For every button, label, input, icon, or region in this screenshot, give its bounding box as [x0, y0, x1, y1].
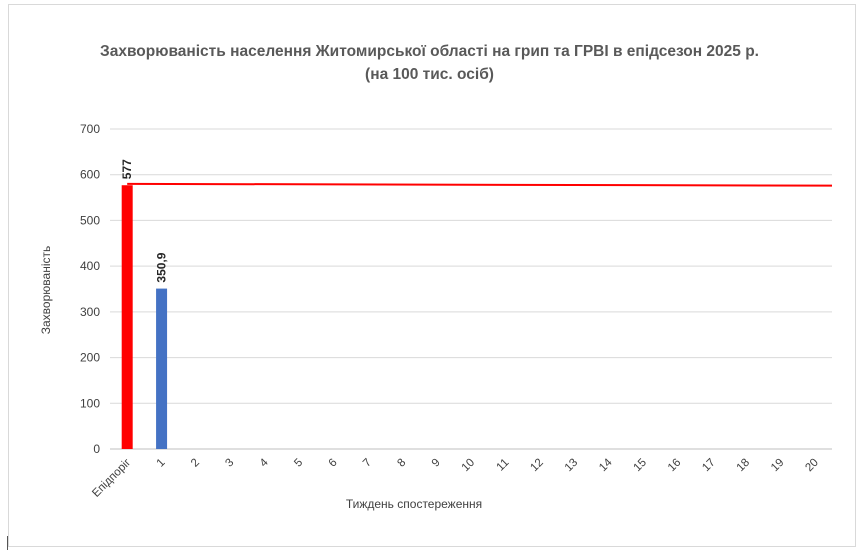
x-tick-label: 12	[528, 457, 546, 475]
x-tick-label: 9	[430, 457, 443, 470]
y-tick-label: 100	[80, 396, 100, 410]
y-axis-label: Захворюваність	[39, 246, 53, 334]
threshold-line-group	[127, 182, 833, 187]
y-tick-label: 200	[80, 351, 100, 365]
x-tick-label: 6	[327, 457, 340, 470]
x-tick-label: 11	[495, 457, 512, 474]
x-tick-label: 8	[395, 457, 408, 470]
x-tick-label: 7	[361, 457, 374, 470]
chart-title: Захворюваність населення Житомирської об…	[100, 43, 759, 60]
x-tick-label: 10	[460, 457, 478, 475]
x-tick-label: 15	[631, 457, 649, 475]
x-axis-label: Тиждень спостереження	[346, 497, 482, 511]
x-tick-label: 19	[769, 457, 787, 475]
y-tick-label: 700	[80, 122, 100, 136]
data-label: 577	[120, 159, 134, 179]
gridlines	[110, 128, 832, 450]
x-tick-label: 16	[666, 457, 684, 475]
chart-subtitle: (на 100 тис. осіб)	[365, 66, 494, 83]
y-tick-label: 0	[93, 442, 100, 456]
data-label: 350,9	[155, 252, 169, 282]
x-tick-label: Епідпоріг	[90, 457, 133, 500]
y-tick-label: 500	[80, 213, 100, 227]
x-tick-label: 5	[292, 457, 305, 470]
x-tick-label: 13	[563, 457, 581, 475]
chart-frame	[8, 4, 856, 547]
bar	[156, 288, 168, 449]
text-cursor	[7, 536, 8, 550]
y-tick-label: 600	[80, 168, 100, 182]
threshold-line	[127, 182, 833, 187]
x-tick-labels: Епідпоріг 1 2 3 4 5 6 7 8 9 10 11 12 13 14 15 16 17 18 19 20	[90, 456, 821, 500]
y-tick-label: 300	[80, 305, 100, 319]
x-tick-label: 18	[735, 457, 753, 475]
y-tick-labels: 0 100 200 300 400 500 600 700	[80, 122, 100, 456]
bars: 577 350,9	[120, 159, 169, 449]
x-tick-label: 3	[223, 457, 236, 470]
x-tick-label: 2	[189, 457, 202, 470]
chart-title-block: Захворюваність населення Житомирської об…	[0, 40, 859, 86]
x-tick-label: 14	[597, 456, 615, 474]
x-tick-label: 1	[155, 457, 168, 470]
x-tick-label: 4	[258, 456, 271, 469]
x-tick-label: 17	[700, 457, 718, 475]
x-tick-label: 20	[803, 457, 821, 475]
bar	[121, 185, 133, 449]
y-tick-label: 400	[80, 259, 100, 273]
